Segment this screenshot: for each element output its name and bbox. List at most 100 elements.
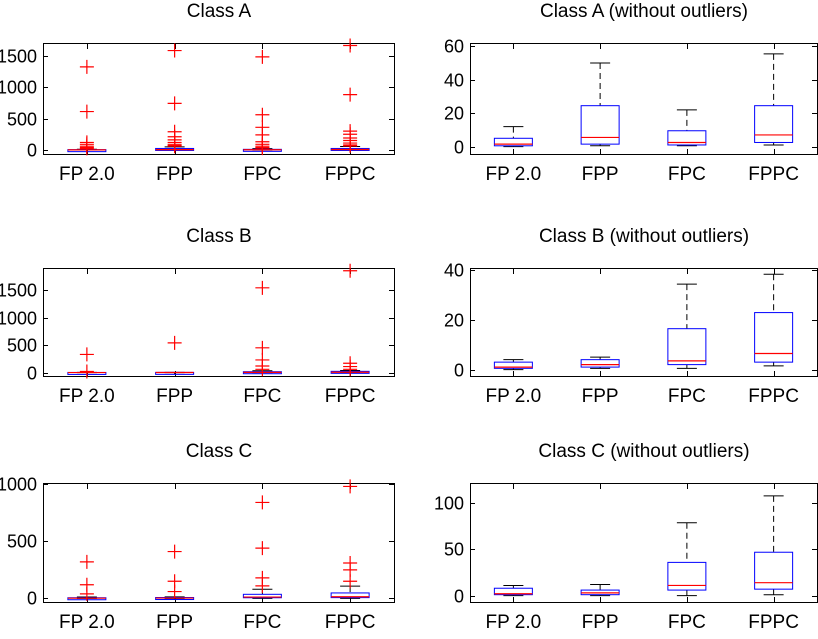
x-category-label: FPPC [748, 386, 799, 407]
subplot-6: Class C (without outliers) 0 50 100 FP 2.0 FP… [434, 441, 818, 633]
subplot-title: Class A [187, 1, 252, 22]
x-category-label: FPP [156, 386, 193, 407]
y-tick-label: 100 [434, 494, 464, 514]
x-category-label: FP 2.0 [486, 386, 542, 407]
axes-frame [43, 483, 395, 603]
y-tick-label: 40 [444, 261, 464, 281]
box-iqr [493, 137, 533, 147]
x-category-label: FPP [156, 612, 193, 633]
outlier-point [255, 280, 270, 295]
x-category-label: FPPC [325, 164, 376, 185]
outlier-point [167, 43, 182, 58]
x-category-label: FPP [582, 612, 619, 633]
y-tick-label: 1500 [0, 47, 37, 67]
x-category-label: FPC [243, 612, 281, 633]
x-category-label: FPP [156, 164, 193, 185]
outlier-point [79, 141, 94, 156]
x-category-label: FPC [668, 612, 706, 633]
x-category-label: FPPC [325, 386, 376, 407]
outlier-point [255, 362, 270, 377]
outlier-point [255, 107, 270, 122]
outlier-point [255, 578, 270, 593]
subplot-title: Class C [186, 441, 253, 462]
outlier-point [167, 139, 182, 154]
box-iqr [580, 359, 620, 368]
outlier-point [79, 554, 94, 569]
x-category-label: FPC [243, 164, 281, 185]
outlier-point [343, 479, 358, 494]
outlier-point [167, 335, 182, 350]
outlier-point [167, 584, 182, 599]
subplot-1: Class A 0 500 1000 1500 FP 2.0 FPP FPC FPPC [0, 1, 395, 185]
y-tick-label: 0 [27, 589, 37, 609]
box-iqr [754, 312, 794, 363]
outlier-point [343, 38, 358, 53]
x-category-label: FP 2.0 [59, 612, 115, 633]
y-tick-label: 1000 [0, 475, 37, 495]
outlier-point [255, 340, 270, 355]
axes-frame [43, 268, 395, 377]
y-tick-label: 20 [444, 311, 464, 331]
subplot-3: Class B 0 500 1000 1500 FP 2.0 FPP FPC FPPC [0, 226, 395, 407]
y-tick-label: 20 [444, 104, 464, 124]
y-tick-label: 40 [444, 71, 464, 91]
y-tick-label: 1000 [0, 309, 37, 329]
y-tick-label: 60 [444, 37, 464, 57]
x-category-label: FPP [582, 164, 619, 185]
box-iqr [242, 593, 282, 599]
x-category-label: FPP [582, 386, 619, 407]
outlier-point [255, 495, 270, 510]
y-tick-label: 50 [444, 540, 464, 560]
y-tick-label: 1500 [0, 281, 37, 301]
outlier-point [79, 59, 94, 74]
outlier-point [79, 586, 94, 601]
outlier-point [167, 544, 182, 559]
outlier-point [343, 138, 358, 153]
box-iqr [580, 105, 620, 145]
axes-frame [470, 268, 818, 377]
axes-frame [43, 43, 395, 155]
y-tick-label: 1000 [0, 78, 37, 98]
y-tick-label: 0 [454, 361, 464, 381]
axes-frame [470, 483, 818, 603]
outlier-point [79, 104, 94, 119]
outlier-point [79, 364, 94, 379]
outlier-point [343, 574, 358, 589]
box-iqr [667, 130, 707, 146]
outlier-point [343, 263, 358, 278]
outlier-point [167, 96, 182, 111]
subplot-5: Class C 0 500 1000 FP 2.0 FPP FPC FPPC [0, 441, 395, 633]
box-iqr [754, 105, 794, 143]
x-category-label: FP 2.0 [486, 612, 542, 633]
subplot-title: Class B [186, 226, 251, 247]
outlier-point [343, 87, 358, 102]
x-category-label: FPC [243, 386, 281, 407]
x-category-label: FP 2.0 [59, 164, 115, 185]
subplot-title: Class B (without outliers) [539, 226, 749, 247]
outlier-point [79, 347, 94, 362]
y-tick-label: 0 [454, 138, 464, 158]
y-tick-label: 0 [454, 587, 464, 607]
x-category-label: FPC [668, 164, 706, 185]
x-category-label: FPC [668, 386, 706, 407]
x-category-label: FPPC [325, 612, 376, 633]
box-iqr [493, 361, 533, 369]
subplot-4: Class B (without outliers) 0 20 40 FP 2.0 FPP… [444, 226, 818, 407]
x-category-label: FPPC [748, 612, 799, 633]
y-tick-label: 0 [27, 364, 37, 384]
y-tick-label: 500 [7, 336, 37, 356]
box-iqr [667, 561, 707, 591]
outlier-point [255, 541, 270, 556]
x-category-label: FP 2.0 [486, 164, 542, 185]
y-tick-label: 0 [27, 141, 37, 161]
subplot-title: Class A (without outliers) [540, 1, 748, 22]
x-category-label: FP 2.0 [59, 386, 115, 407]
outlier-point [255, 49, 270, 64]
outlier-point [255, 141, 270, 156]
subplot-2: Class A (without outliers) 0 20 40 60 FP 2.0 F… [444, 1, 818, 185]
box-iqr [330, 592, 370, 599]
subplot-title: Class C (without outliers) [538, 441, 749, 462]
outlier-point [343, 362, 358, 377]
box-iqr [493, 587, 533, 596]
